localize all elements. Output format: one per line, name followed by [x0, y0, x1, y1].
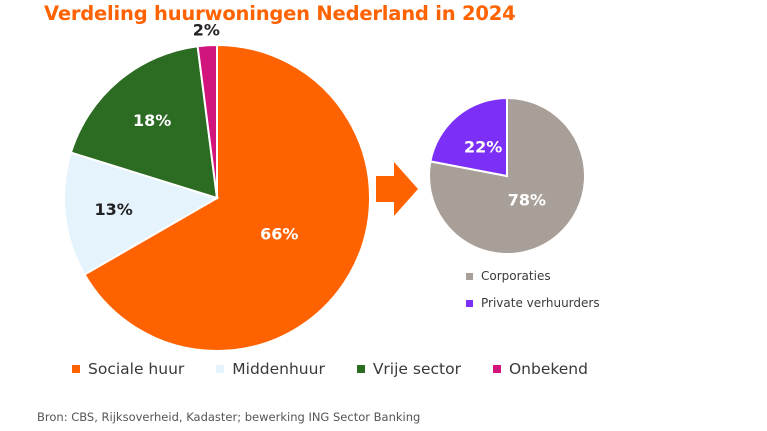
pie-slice-corporaties [428, 96, 586, 255]
legend-item-onbekend: Onbekend [492, 360, 588, 378]
legend-item-middenhuur: Middenhuur [216, 360, 325, 378]
sub-legend: Corporaties Private verhuurders [466, 268, 600, 311]
legend-item-corporaties: Corporaties [466, 268, 600, 284]
pie-slice-sociale-huur [83, 43, 371, 352]
legend-label: Sociale huur [88, 360, 185, 378]
legend-swatch [466, 272, 473, 280]
legend-swatch [466, 299, 473, 307]
sub-pie-chart: 78% 22% [428, 96, 586, 255]
legend-item-vrije-sector: Vrije sector [356, 360, 461, 378]
legend-swatch [72, 365, 80, 373]
legend-label: Private verhuurders [481, 296, 600, 310]
legend-item-sociale-huur: Sociale huur [72, 360, 184, 378]
legend-label: Corporaties [481, 269, 551, 283]
legend-swatch [356, 365, 365, 373]
main-pie-chart: 66% 13% 18% 2% [63, 21, 371, 352]
pie-slice-middenhuur [63, 151, 220, 276]
data-label-corporaties: 78% [508, 191, 546, 210]
arrow-right-icon [376, 162, 418, 216]
main-legend: Sociale huur Middenhuur Vrije sector Onb… [72, 360, 588, 378]
data-label-private-verhuurders: 22% [464, 138, 502, 157]
legend-label: Vrije sector [372, 360, 461, 378]
chart-title: Verdeling huurwoningen Nederland in 2024 [44, 2, 516, 25]
legend-label: Onbekend [508, 360, 588, 378]
source-note: Bron: CBS, Rijksoverheid, Kadaster; bewe… [37, 410, 421, 424]
pie-slice-onbekend [196, 43, 218, 199]
legend-label: Middenhuur [232, 360, 325, 378]
data-label-vrije-sector: 18% [133, 111, 171, 130]
data-label-middenhuur: 13% [94, 200, 132, 219]
data-label-sociale-huur: 66% [260, 224, 298, 243]
legend-swatch [492, 365, 501, 373]
data-label-onbekend: 2% [193, 21, 220, 40]
legend-item-private-verhuurders: Private verhuurders [466, 295, 600, 311]
pie-slice-private-verhuurders [429, 96, 508, 178]
legend-swatch [216, 365, 225, 373]
pie-slice-vrije-sector [69, 45, 219, 200]
